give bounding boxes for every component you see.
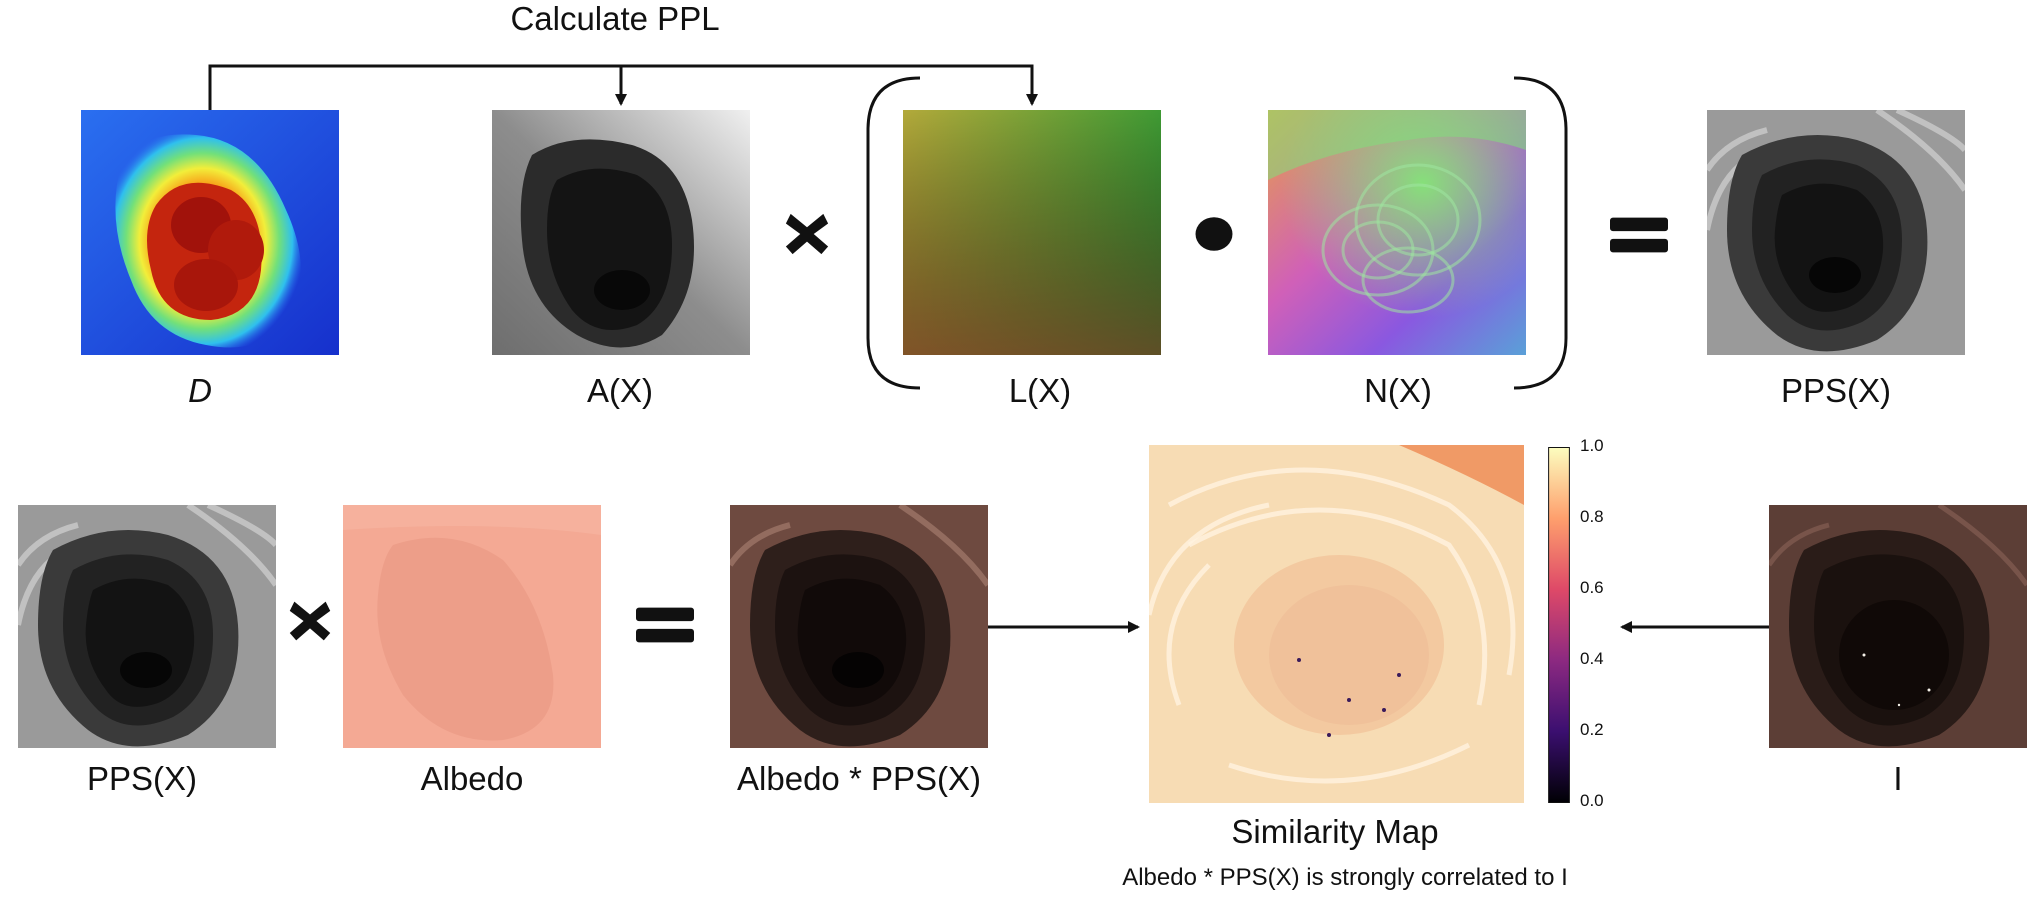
normal-image bbox=[1268, 110, 1526, 355]
pps-bottom-image bbox=[18, 505, 276, 748]
product-label: Albedo * PPS(X) bbox=[737, 760, 981, 797]
equals-icon-2 bbox=[636, 607, 694, 643]
ppl-bracket-connector bbox=[208, 64, 1038, 110]
image-i-label: I bbox=[1893, 760, 1903, 797]
colorbar-tick: 0.8 bbox=[1580, 507, 1604, 526]
depth-map-image bbox=[81, 110, 339, 355]
normal-label: N(X) bbox=[1364, 372, 1432, 409]
albedo-x-label: A(X) bbox=[587, 372, 653, 409]
colorbar-tick: 0.0 bbox=[1580, 791, 1604, 810]
pps-top-image bbox=[1707, 110, 1965, 355]
colorbar bbox=[1548, 447, 1570, 803]
pps-bottom-label: PPS(X) bbox=[86, 760, 198, 797]
colorbar-tick: 0.2 bbox=[1580, 720, 1604, 739]
multiply-icon bbox=[785, 213, 829, 255]
similarity-label: Similarity Map bbox=[1231, 813, 1439, 850]
colorbar-tick: 0.6 bbox=[1580, 578, 1604, 597]
multiply-icon-2 bbox=[289, 601, 331, 641]
equals-icon bbox=[1610, 217, 1668, 253]
light-image bbox=[903, 110, 1161, 355]
albedo-pps-product-image bbox=[730, 505, 988, 748]
depth-label: D bbox=[188, 372, 212, 409]
caption: Albedo * PPS(X) is strongly correlated t… bbox=[1122, 864, 1568, 891]
similarity-map-image bbox=[1149, 445, 1524, 803]
colorbar-tick: 1.0 bbox=[1580, 436, 1604, 455]
light-label: L(X) bbox=[1008, 372, 1072, 409]
real-image-i bbox=[1769, 505, 2027, 748]
albedo-label: Albedo bbox=[420, 760, 524, 797]
albedo-texture-image bbox=[343, 505, 601, 748]
dot-product-icon bbox=[1195, 217, 1233, 251]
pps-top-label: PPS(X) bbox=[1780, 372, 1892, 409]
albedo-x-image bbox=[492, 110, 750, 355]
colorbar-tick: 0.4 bbox=[1580, 649, 1604, 668]
calculate-ppl-title: Calculate PPL bbox=[510, 0, 720, 37]
